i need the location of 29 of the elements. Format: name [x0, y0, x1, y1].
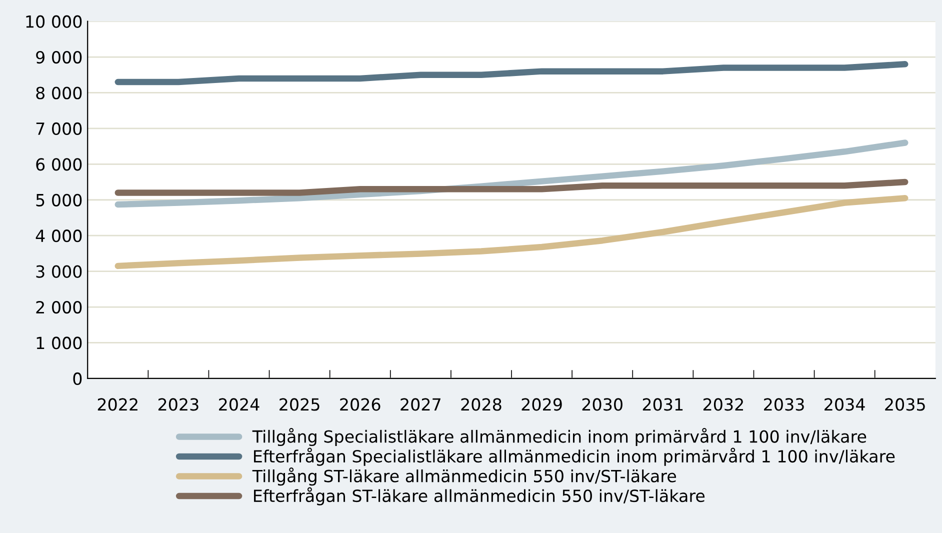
- x-tick-label: 2029: [522, 398, 562, 411]
- x-tick-label: 2034: [824, 398, 865, 411]
- x-tick-label: 2032: [703, 398, 743, 411]
- x-tick-label: 2023: [158, 398, 198, 411]
- x-tick-label: 2031: [642, 398, 683, 411]
- y-tick-label: 1 000: [36, 336, 82, 350]
- x-tick-label: 2026: [340, 398, 380, 411]
- x-tick-label: 2027: [400, 398, 440, 411]
- legend-label: Efterfrågan Specialistläkare allmänmedicin inom primärvård 1 100 inv/läkare: [254, 448, 895, 466]
- x-tick-label: 2022: [98, 398, 138, 411]
- x-tick-label: 2035: [885, 398, 925, 411]
- x-tick-label: 2024: [219, 398, 260, 411]
- legend-label: Efterfrågan ST-läkare allmänmedicin 550 inv/ST-läkare: [254, 487, 705, 506]
- y-tick-label: 2 000: [36, 300, 82, 314]
- legend-label: Tillgång ST-läkare allmänmedicin 550 inv/ST-läkare: [252, 467, 676, 486]
- y-tick-label: 8 000: [36, 86, 82, 100]
- y-tick-label: 4 000: [36, 230, 82, 242]
- x-tick-label: 2025: [280, 398, 320, 411]
- y-tick-label: 3 000: [36, 265, 82, 278]
- legend-label: Tillgång Specialistläkare allmänmedicin inom primärvård 1 100 inv/läkare: [252, 428, 866, 446]
- y-tick-label: 7 000: [36, 122, 82, 136]
- x-tick-label: 2028: [461, 398, 502, 411]
- y-tick-label: 6 000: [36, 158, 82, 171]
- y-tick-label: 10 000: [26, 15, 82, 28]
- y-tick-label: 5 000: [36, 194, 82, 206]
- y-tick-label: 0: [73, 372, 82, 385]
- y-tick-label: 9 000: [36, 50, 82, 64]
- x-tick-label: 2030: [582, 398, 622, 411]
- x-tick-label: 2033: [764, 398, 804, 411]
